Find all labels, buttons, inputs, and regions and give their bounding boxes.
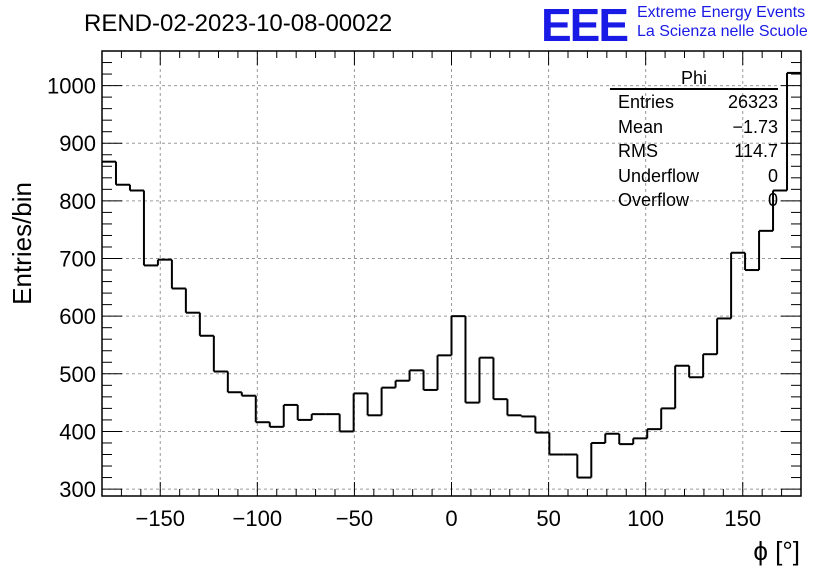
y-tick-label: 400 (59, 419, 96, 444)
y-tick-label: 900 (59, 131, 96, 156)
stats-row: Entries 26323 (610, 90, 778, 115)
stats-rows: Entries 26323 Mean −1.73 RMS 114.7 Underflow 0 O… (610, 90, 778, 213)
stats-label: Entries (618, 92, 675, 112)
y-axis-label: Entries/bin (7, 182, 37, 305)
stats-row: Overflow 0 (610, 188, 778, 213)
stats-label: Mean (618, 116, 664, 137)
y-tick-label: 500 (59, 362, 96, 387)
stats-value: 26323 (727, 92, 778, 112)
stats-value: 0 (767, 190, 778, 210)
y-tick-label: 600 (59, 304, 96, 329)
y-tick-label: 300 (59, 477, 96, 502)
stats-label: Overflow (618, 190, 690, 210)
logo-caption-line1: Extreme Energy Events (637, 4, 806, 21)
stats-row: RMS 114.7 (610, 139, 778, 164)
x-tick-label: −50 (336, 506, 373, 531)
stats-row: Mean −1.73 (610, 115, 778, 140)
logo-caption-line2: La Scienza nelle Scuole (637, 23, 808, 40)
y-tick-label: 1000 (47, 74, 96, 99)
stats-box: Phi Entries 26323 Mean −1.73 RMS 114.7 Underfl… (610, 68, 778, 213)
stats-value: 0 (767, 165, 778, 186)
logo-caption: Extreme Energy Events La Scienza nelle S… (637, 3, 808, 41)
stats-label: Underflow (618, 165, 700, 186)
x-tick-label: 0 (445, 506, 457, 531)
eee-logo: EEE (541, 0, 629, 51)
chart-title: REND-02-2023-10-08-00022 (84, 10, 393, 37)
stats-label: RMS (618, 141, 658, 161)
x-tick-label: 150 (724, 506, 761, 531)
x-tick-label: 100 (627, 506, 664, 531)
axes (101, 50, 802, 497)
y-tick-label: 800 (59, 189, 96, 214)
histogram-bars (102, 71, 801, 479)
tick-labels: −150 −100 −50 0 50 100 150 300 400 500 600 700 800 90… (47, 74, 761, 531)
x-tick-label: 50 (536, 506, 560, 531)
x-tick-label: −100 (233, 506, 283, 531)
stats-value: −1.73 (732, 116, 778, 137)
y-tick-label: 700 (59, 247, 96, 272)
x-tick-label: −150 (135, 506, 185, 531)
stats-row: Underflow 0 (610, 164, 778, 189)
stats-name: Phi (610, 68, 778, 90)
stats-value: 114.7 (734, 141, 778, 161)
x-axis-label: ϕ [°] (753, 536, 800, 566)
